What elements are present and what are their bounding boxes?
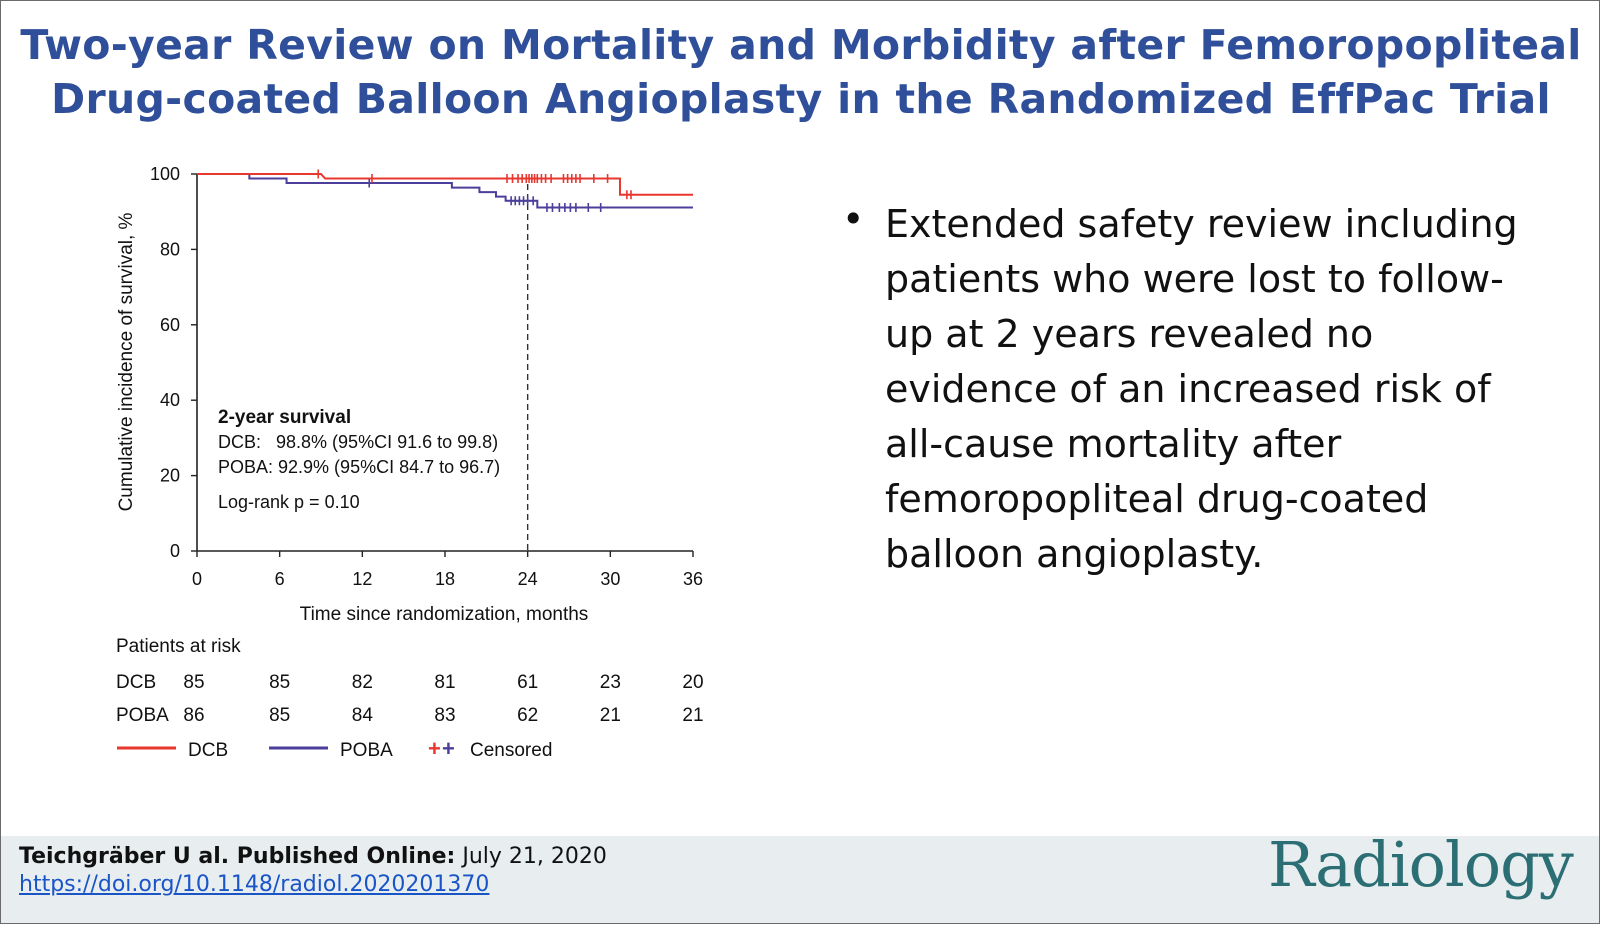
at-risk-value-poba: 85 — [269, 705, 290, 726]
citation: Teichgräber U al. Published Online: July… — [19, 842, 607, 872]
legend-censored-mark-poba: + — [442, 736, 455, 761]
at-risk-value-dcb: 61 — [517, 672, 538, 693]
x-tick-label: 18 — [435, 569, 455, 589]
y-tick-label: 20 — [160, 466, 180, 486]
censored-mark-dcb — [576, 174, 584, 184]
legend: DCB POBA + + Censored — [117, 736, 552, 761]
footer-bar: Teichgräber U al. Published Online: July… — [1, 828, 1599, 923]
at-risk-value-dcb: 85 — [269, 672, 290, 693]
legend-censored-mark-dcb: + — [428, 736, 441, 761]
censored-marks-dcb — [314, 169, 635, 200]
series-line-dcb — [197, 173, 693, 196]
censored-mark-dcb — [368, 174, 376, 184]
censored-mark-dcb — [590, 174, 598, 184]
censored-mark-dcb — [604, 174, 612, 184]
x-axis-label: Time since randomization, months — [300, 604, 589, 625]
censored-marks-poba — [365, 178, 605, 213]
y-tick-label: 60 — [160, 315, 180, 335]
legend-label-censored: Censored — [470, 740, 552, 761]
y-ticks: 0 20 40 60 80 100 — [150, 164, 197, 561]
survival-chart: 0 20 40 60 80 100 0 6 12 18 24 30 36 Cumulative inc… — [116, 164, 704, 761]
censored-mark-poba — [365, 178, 373, 188]
censored-mark-dcb — [314, 169, 322, 179]
x-tick-label: 12 — [352, 569, 372, 589]
at-risk-value-poba: 21 — [600, 705, 621, 726]
censored-mark-poba — [584, 203, 592, 213]
at-risk-value-dcb: 82 — [352, 672, 373, 693]
y-axis-label: Cumulative incidence of survival, % — [116, 212, 137, 511]
annotation-heading: 2-year survival — [218, 407, 351, 428]
censored-mark-poba — [572, 203, 580, 213]
slide-title: Two-year Review on Mortality and Morbidi… — [0, 18, 1602, 126]
bullet-text: Extended safety review including patient… — [885, 202, 1518, 576]
censored-mark-poba — [548, 203, 556, 213]
at-risk-value-poba: 62 — [517, 705, 538, 726]
doi-link[interactable]: https://doi.org/10.1148/radiol.202020137… — [19, 872, 490, 897]
at-risk-value-dcb: 85 — [183, 672, 204, 693]
at-risk-value-poba: 21 — [682, 705, 703, 726]
at-risk-value-dcb: 20 — [682, 672, 703, 693]
radiology-logo: Radiology — [1268, 828, 1574, 901]
slide-title-line-2: Drug-coated Balloon Angioplasty in the R… — [51, 75, 1551, 123]
at-risk-group-dcb: DCB — [116, 672, 156, 693]
x-tick-label: 0 — [192, 569, 202, 589]
annotation-logrank: Log-rank p = 0.10 — [218, 492, 360, 512]
legend-label-poba: POBA — [340, 740, 393, 761]
y-tick-label: 80 — [160, 239, 180, 259]
citation-date: July 21, 2020 — [462, 844, 607, 869]
at-risk-table: 85 85 82 81 61 23 20 86 85 84 83 62 21 21 — [183, 672, 703, 726]
at-risk-value-poba: 86 — [183, 705, 204, 726]
y-tick-label: 100 — [150, 164, 180, 184]
citation-authors: Teichgräber U al. Published Online: — [19, 844, 456, 869]
at-risk-value-poba: 83 — [434, 705, 455, 726]
at-risk-group-poba: POBA — [116, 705, 169, 726]
slide-title-line-1: Two-year Review on Mortality and Morbidi… — [20, 21, 1582, 69]
x-tick-label: 30 — [600, 569, 620, 589]
annotation-dcb: DCB: 98.8% (95%CI 91.6 to 99.8) — [218, 432, 498, 452]
legend-label-dcb: DCB — [188, 740, 228, 761]
at-risk-value-poba: 84 — [352, 705, 374, 726]
censored-mark-poba — [529, 196, 537, 206]
bullet-marker: • — [842, 197, 865, 241]
x-tick-label: 36 — [683, 569, 703, 589]
y-tick-label: 0 — [170, 541, 180, 561]
x-tick-label: 24 — [518, 569, 538, 589]
y-tick-label: 40 — [160, 390, 180, 410]
at-risk-value-dcb: 81 — [434, 672, 455, 693]
at-risk-value-dcb: 23 — [600, 672, 621, 693]
annotation-poba: POBA: 92.9% (95%CI 84.7 to 96.7) — [218, 457, 500, 477]
x-tick-label: 6 — [275, 569, 285, 589]
censored-mark-poba — [597, 203, 605, 213]
censored-mark-dcb — [627, 190, 635, 200]
x-ticks: 0 6 12 18 24 30 36 — [192, 551, 703, 589]
at-risk-label: Patients at risk — [116, 636, 241, 657]
censored-mark-dcb — [547, 174, 555, 184]
